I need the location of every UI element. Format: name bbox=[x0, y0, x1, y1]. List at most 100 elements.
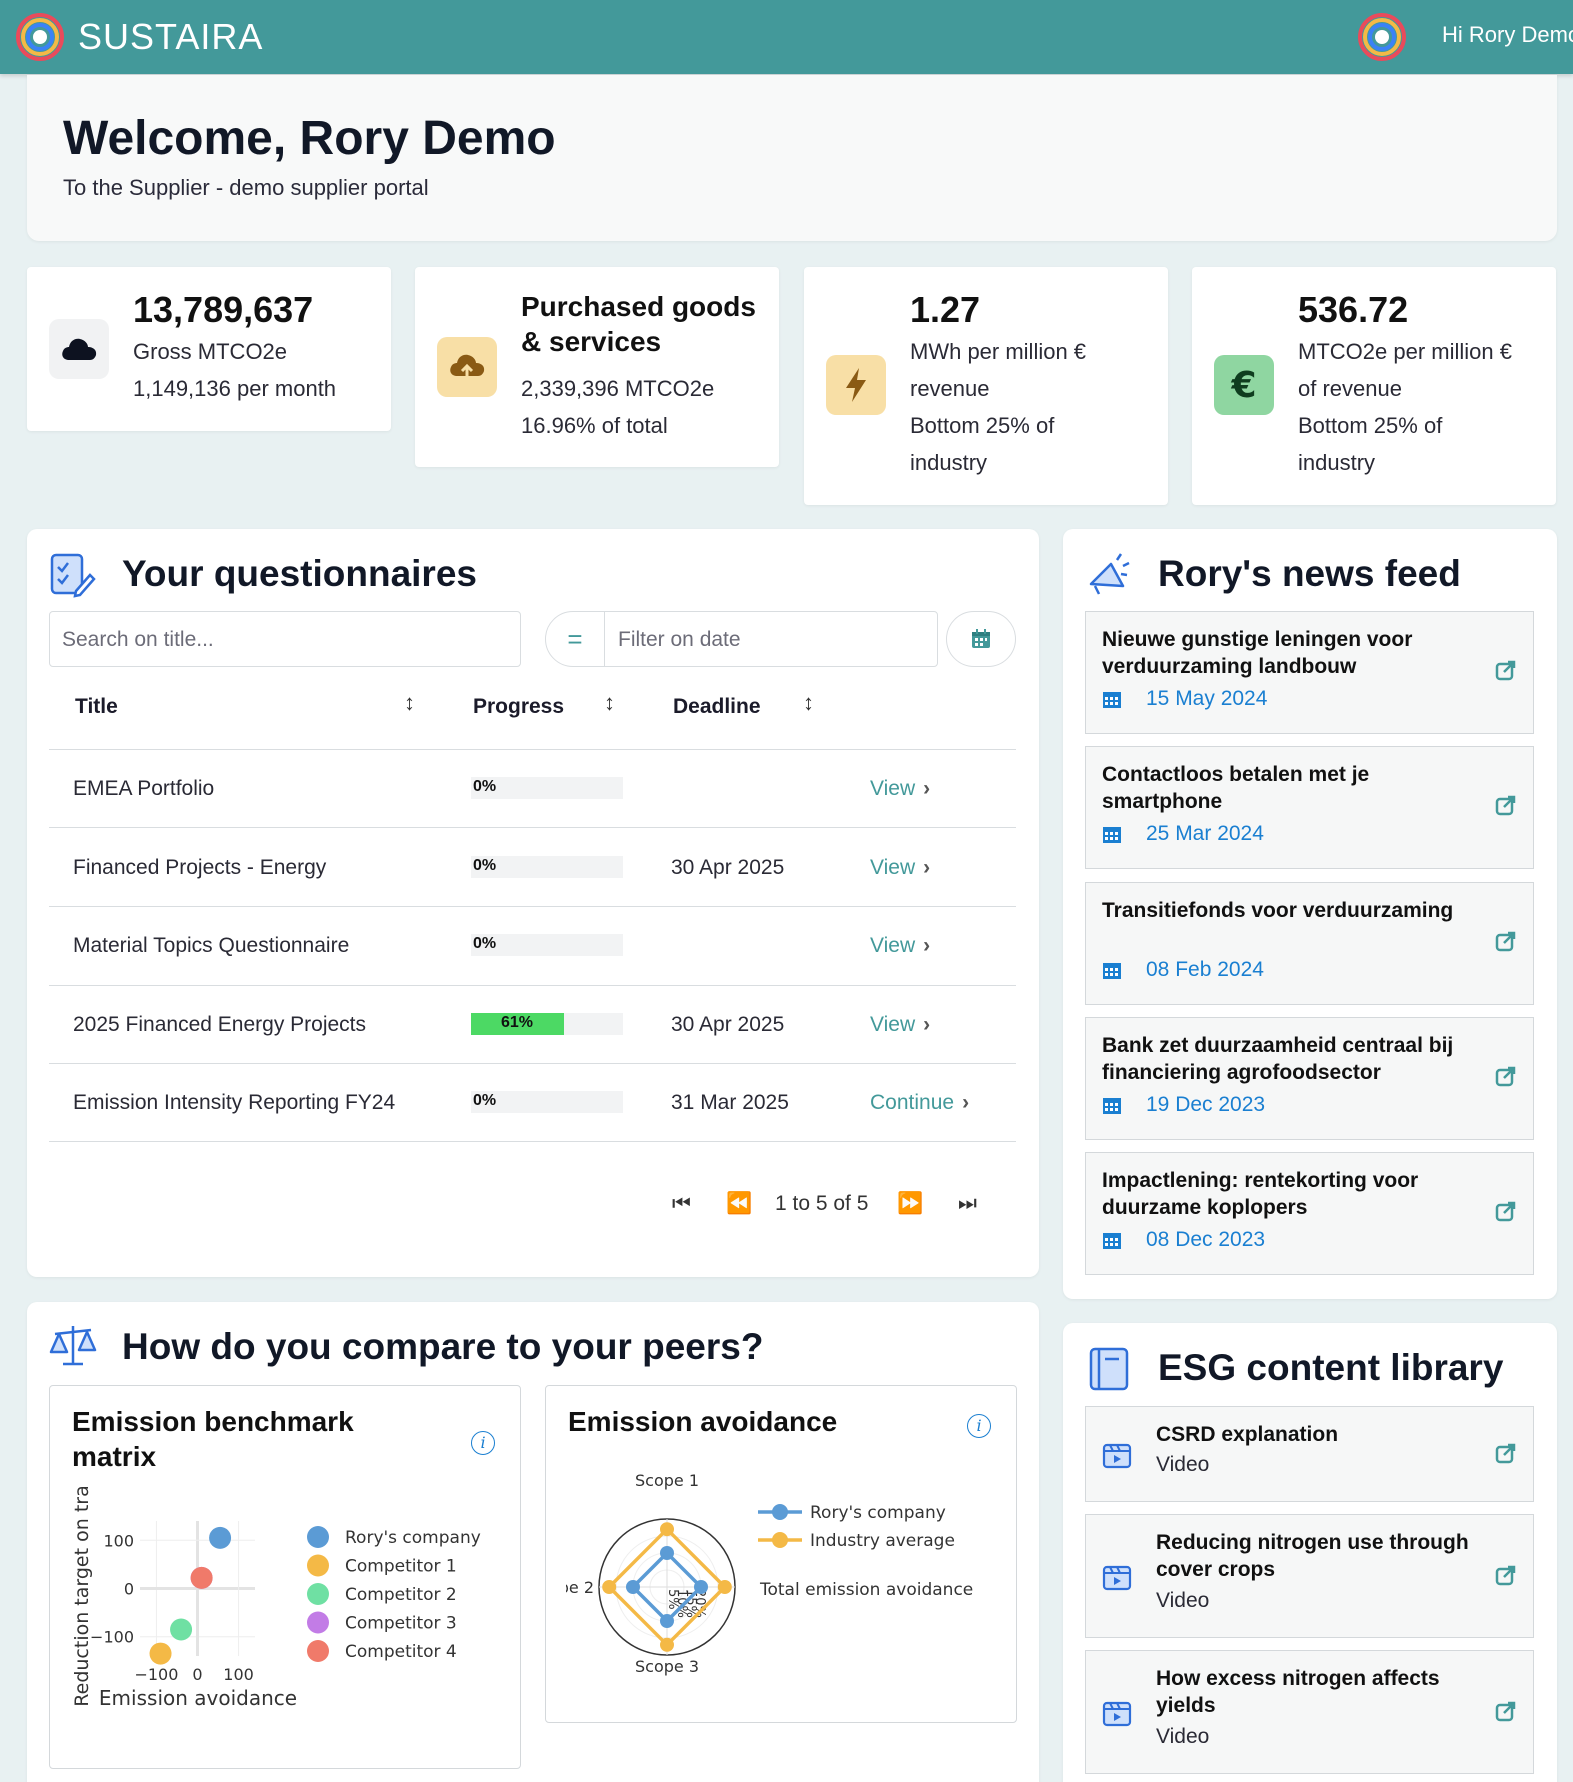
column-header-title[interactable]: Title bbox=[75, 695, 118, 718]
benchmark-matrix-card: Emission benchmark matrix i −100 100 0 0 100… bbox=[49, 1385, 521, 1769]
row-divider bbox=[49, 1063, 1016, 1064]
user-greeting[interactable]: Hi Rory Demo bbox=[1442, 22, 1573, 47]
calendar-button[interactable] bbox=[946, 611, 1016, 667]
library-item[interactable]: How excess nitrogen affects yields Video bbox=[1085, 1650, 1534, 1774]
sort-icon[interactable]: ↕ bbox=[803, 690, 814, 715]
kpi-line: 2,339,396 MTCO2e bbox=[521, 376, 715, 401]
row-title: 2025 Financed Energy Projects bbox=[73, 1013, 367, 1036]
external-link-icon[interactable] bbox=[1494, 1441, 1518, 1465]
news-item[interactable]: Contactloos betalen met je smartphone 25… bbox=[1085, 746, 1534, 869]
view-link[interactable]: View › bbox=[870, 1013, 930, 1037]
view-link[interactable]: View › bbox=[870, 934, 930, 958]
library-item-type: Video bbox=[1156, 1725, 1210, 1748]
kpi-value: 13,789,637 bbox=[133, 289, 314, 330]
news-item-date: 19 Dec 2023 bbox=[1146, 1093, 1266, 1116]
search-input[interactable]: Search on title... bbox=[49, 611, 521, 667]
user-logo-icon[interactable] bbox=[1356, 11, 1408, 63]
progress-label: 0% bbox=[473, 935, 497, 952]
equals-operator-button[interactable]: = bbox=[546, 612, 605, 666]
radar-axis-label: Total emission avoidance bbox=[759, 1580, 973, 1600]
news-item-date: 25 Mar 2024 bbox=[1146, 822, 1264, 845]
questionnaires-title: Your questionnaires bbox=[122, 553, 477, 594]
news-item[interactable]: Impactlening: rentekorting voor duurzame… bbox=[1085, 1152, 1534, 1275]
external-link-icon[interactable] bbox=[1494, 1064, 1518, 1088]
external-link-icon[interactable] bbox=[1494, 929, 1518, 953]
content-library-title: ESG content library bbox=[1158, 1347, 1504, 1388]
view-link[interactable]: View › bbox=[870, 856, 930, 880]
emission-avoidance-title: Emission avoidance bbox=[568, 1406, 838, 1437]
sustaira-logo-icon[interactable] bbox=[14, 11, 66, 63]
sort-icon[interactable]: ↕ bbox=[404, 690, 415, 715]
legend-marker bbox=[772, 1504, 788, 1520]
legend-marker bbox=[307, 1554, 329, 1577]
progress-label: 0% bbox=[473, 1092, 497, 1109]
date-filter-input[interactable]: Filter on date bbox=[618, 628, 741, 651]
sort-icon[interactable]: ↕ bbox=[604, 690, 615, 715]
progress-bar: 0% bbox=[471, 777, 623, 799]
row-deadline: 30 Apr 2025 bbox=[671, 1013, 785, 1036]
video-icon bbox=[1102, 1443, 1132, 1469]
row-divider bbox=[49, 906, 1016, 907]
legend-label: Rory's company bbox=[345, 1528, 481, 1548]
external-link-icon[interactable] bbox=[1494, 1563, 1518, 1587]
radar-point bbox=[602, 1580, 617, 1594]
continue-link[interactable]: Continue › bbox=[870, 1091, 969, 1115]
news-item[interactable]: Nieuwe gunstige leningen voor verduurzam… bbox=[1085, 611, 1534, 734]
questionnaires-card bbox=[27, 529, 1039, 1277]
kpi-line: industry bbox=[910, 450, 988, 475]
kpi-line: Bottom 25% of bbox=[1298, 413, 1443, 438]
kpi-value: 1.27 bbox=[910, 289, 981, 330]
row-divider bbox=[49, 985, 1016, 986]
first-page-button[interactable]: ⏮ bbox=[672, 1192, 691, 1215]
column-header-deadline[interactable]: Deadline bbox=[673, 695, 761, 718]
info-icon[interactable]: i bbox=[967, 1414, 991, 1438]
progress-bar: 0% bbox=[471, 1091, 623, 1113]
kpi-line: of revenue bbox=[1298, 376, 1402, 401]
chevron-right-icon: › bbox=[962, 1091, 970, 1114]
external-link-icon[interactable] bbox=[1494, 1199, 1518, 1223]
euro-icon: € bbox=[1214, 355, 1274, 415]
progress-bar: 0% bbox=[471, 934, 623, 956]
progress-label: 0% bbox=[473, 778, 497, 795]
calendar-icon bbox=[1103, 692, 1121, 708]
welcome-card: Welcome, Rory Demo To the Supplier - dem… bbox=[27, 75, 1557, 241]
library-item[interactable]: Reducing nitrogen use through cover crop… bbox=[1085, 1514, 1534, 1638]
kpi-line: MWh per million € bbox=[910, 339, 1087, 364]
last-page-button[interactable]: ⏭ bbox=[958, 1192, 977, 1215]
view-link[interactable]: View › bbox=[870, 777, 930, 801]
news-item[interactable]: Transitiefonds voor verduurzaming 08 Feb… bbox=[1085, 882, 1534, 1005]
previous-page-button[interactable]: ⏪ bbox=[726, 1192, 753, 1215]
legend-marker bbox=[307, 1611, 329, 1634]
library-item-type: Video bbox=[1156, 1453, 1210, 1476]
row-title: EMEA Portfolio bbox=[73, 777, 215, 800]
scatter-point bbox=[209, 1526, 232, 1549]
kpi-energy-intensity: 1.27 MWh per million € revenue Bottom 25… bbox=[804, 267, 1168, 505]
external-link-icon[interactable] bbox=[1494, 658, 1518, 682]
y-tick-label: 0 bbox=[124, 1580, 134, 1599]
news-item[interactable]: Bank zet duurzaamheid centraal bij finan… bbox=[1085, 1017, 1534, 1140]
external-link-icon[interactable] bbox=[1494, 793, 1518, 817]
radar-tick-label: 5% bbox=[665, 1589, 680, 1610]
next-page-button[interactable]: ⏩ bbox=[897, 1192, 924, 1215]
calendar-icon bbox=[1103, 1098, 1121, 1114]
legend-marker bbox=[307, 1640, 329, 1662]
info-icon[interactable]: i bbox=[471, 1431, 495, 1455]
external-link-icon[interactable] bbox=[1494, 1699, 1518, 1723]
legend-marker bbox=[307, 1526, 329, 1548]
chevron-right-icon: › bbox=[923, 1013, 931, 1036]
benchmark-scatter-chart: −100 100 0 0 100 −100 Emission avoidance Reduct… bbox=[71, 1486, 481, 1710]
row-deadline: 30 Apr 2025 bbox=[671, 856, 785, 879]
kpi-line: Gross MTCO2e bbox=[133, 339, 288, 364]
video-icon bbox=[1102, 1701, 1132, 1727]
column-header-progress[interactable]: Progress bbox=[473, 695, 565, 718]
radar-point bbox=[660, 1614, 674, 1628]
radar-point bbox=[660, 1546, 674, 1560]
legend-label: Competitor 4 bbox=[345, 1642, 457, 1662]
continue-link-label: Continue bbox=[870, 1091, 955, 1114]
progress-fill bbox=[471, 1013, 564, 1035]
row-deadline: 31 Mar 2025 bbox=[671, 1091, 789, 1114]
date-filter[interactable]: = Filter on date bbox=[545, 611, 938, 667]
library-item[interactable]: CSRD explanation Video bbox=[1085, 1406, 1534, 1502]
book-icon bbox=[1089, 1347, 1129, 1391]
